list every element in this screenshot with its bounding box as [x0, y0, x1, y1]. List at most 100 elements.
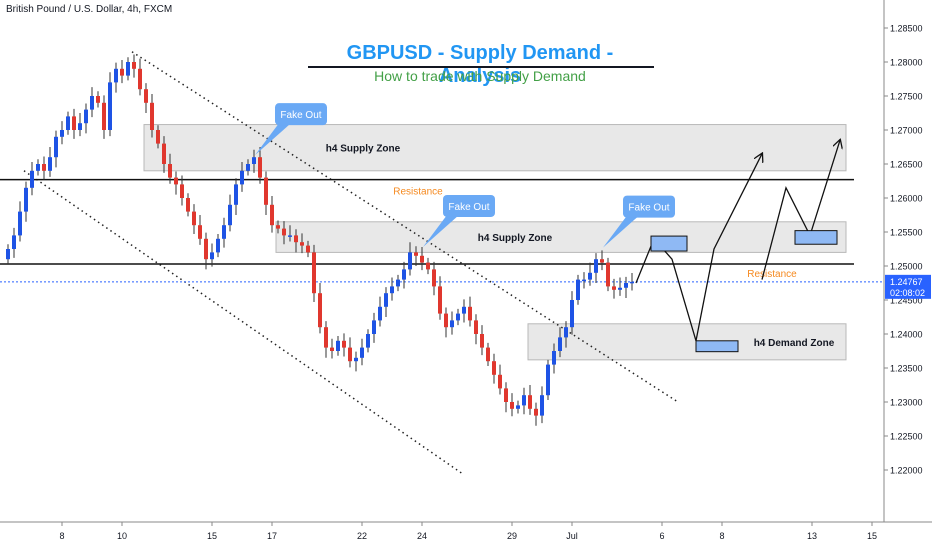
candle-body	[132, 62, 136, 69]
candle-body	[204, 238, 208, 260]
candle-body	[342, 340, 346, 348]
candle	[522, 387, 526, 415]
candle	[42, 156, 46, 180]
candle	[150, 93, 154, 138]
candle-body	[252, 157, 256, 164]
candle	[504, 382, 508, 413]
candle	[558, 327, 562, 358]
candle-body	[318, 293, 322, 328]
candle-body	[558, 337, 562, 351]
candle-body	[84, 109, 88, 124]
candle-body	[18, 211, 22, 236]
candle-body	[390, 286, 394, 294]
candle	[372, 312, 376, 343]
candle-body	[222, 225, 226, 239]
candle	[408, 242, 412, 276]
candle-body	[582, 279, 586, 282]
candle	[630, 273, 634, 291]
x-tick-label: 10	[117, 531, 127, 541]
candle-body	[36, 164, 40, 171]
candle	[252, 149, 256, 173]
candle-body	[354, 357, 358, 362]
candle-body	[228, 204, 232, 226]
y-tick-label: 1.23500	[890, 364, 923, 374]
y-tick-label: 1.27000	[890, 126, 923, 136]
candle	[426, 257, 430, 275]
candle-body	[78, 123, 82, 130]
candle-body	[264, 177, 268, 205]
candle	[306, 240, 310, 258]
candle	[204, 232, 208, 270]
candle-body	[312, 252, 316, 294]
x-tick-label: 15	[207, 531, 217, 541]
candle	[456, 308, 460, 326]
candle-body	[330, 347, 334, 351]
y-tick-label: 1.28500	[890, 24, 923, 34]
candle-body	[186, 198, 190, 212]
x-tick-label: 24	[417, 531, 427, 541]
candle-body	[48, 157, 52, 171]
candle-body	[42, 164, 46, 171]
candle-body	[372, 320, 376, 334]
y-tick-label: 1.25500	[890, 228, 923, 238]
chart-title: GBPUSD - Supply Demand - Analysis	[346, 42, 614, 87]
candle-body	[54, 136, 58, 158]
candle-body	[12, 235, 16, 249]
callout-pointer	[423, 214, 459, 247]
candle	[318, 283, 322, 334]
y-tick-label: 1.22500	[890, 432, 923, 442]
candle	[378, 296, 382, 327]
candle	[72, 108, 76, 139]
callout-box	[623, 195, 675, 218]
candle	[102, 95, 106, 139]
zone-rect	[143, 124, 847, 172]
candle	[234, 178, 238, 215]
candle-body	[270, 204, 274, 226]
zone-label: h4 Demand Zone	[754, 338, 835, 349]
candle-body	[480, 334, 484, 348]
candle-body	[324, 327, 328, 348]
candle-body	[594, 259, 598, 273]
candle-body	[492, 361, 496, 375]
candle-body	[522, 395, 526, 406]
candle	[402, 261, 406, 289]
candle	[138, 58, 142, 96]
candle	[438, 276, 442, 320]
candle-body	[498, 374, 502, 389]
y-tick-label: 1.24500	[890, 296, 923, 306]
callout-text: Fake Out	[628, 203, 669, 214]
candle-body	[402, 269, 406, 280]
candle-body	[294, 235, 298, 243]
y-tick-label: 1.24000	[890, 330, 923, 340]
candle	[186, 193, 190, 217]
candle-body	[336, 340, 340, 351]
candle-body	[162, 143, 166, 164]
callout-box	[275, 103, 327, 126]
y-tick-label: 1.22000	[890, 466, 923, 476]
candle-body	[126, 62, 130, 76]
candle-body	[510, 402, 514, 409]
candle-body	[432, 269, 436, 287]
candle	[300, 233, 304, 254]
candle	[492, 353, 496, 384]
candle-body	[114, 68, 118, 83]
candle-body	[468, 306, 472, 321]
candle	[594, 253, 598, 283]
candle	[606, 257, 610, 292]
x-tick-label: 8	[59, 531, 64, 541]
candle	[96, 91, 100, 108]
candle	[132, 54, 136, 78]
candle	[36, 159, 40, 176]
candle-body	[600, 259, 604, 263]
candle-body	[408, 252, 412, 270]
candle-body	[120, 68, 124, 76]
candle	[510, 393, 514, 417]
entry-box	[650, 235, 688, 252]
chart-subtitle: How to trade with Supply Demand	[374, 68, 586, 84]
x-tick-label: Jul	[566, 531, 578, 541]
candle	[546, 359, 550, 400]
y-tick-label: 1.26000	[890, 194, 923, 204]
candle	[264, 171, 268, 215]
zone-label: h4 Supply Zone	[478, 233, 553, 244]
candle-body	[30, 170, 34, 188]
